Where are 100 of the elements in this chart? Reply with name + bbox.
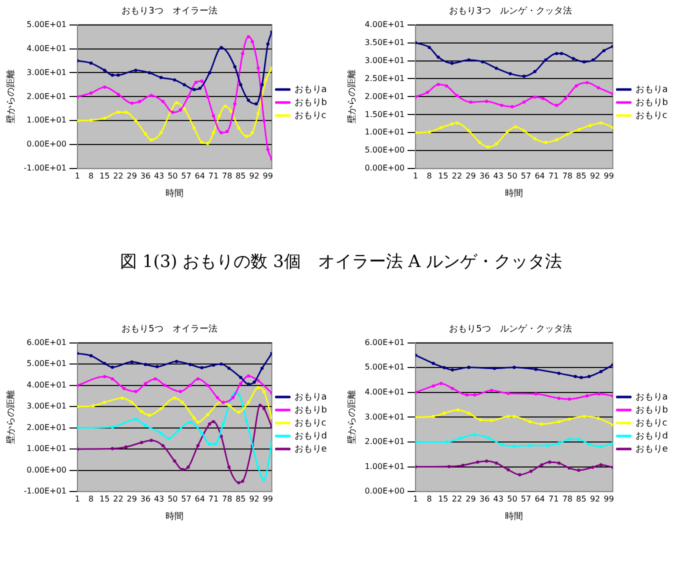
point [214,442,218,446]
point [479,418,482,422]
point [186,466,190,469]
x-tick-label: 29 [126,494,137,504]
point [564,96,568,100]
point [173,396,176,400]
point [206,413,210,416]
legend-label: おもりa [635,392,668,402]
x-tick-label: 99 [262,171,273,180]
point [447,464,451,468]
x-tick-label: 57 [520,171,532,180]
point [486,436,490,440]
point [572,56,575,60]
point [465,393,468,396]
y-tick-label: 4.00E+01 [26,380,66,390]
point [568,466,571,470]
point [250,40,254,44]
point [120,396,124,400]
y-tick-label: 4.00E+01 [364,387,405,396]
point [597,392,601,396]
point [188,420,192,424]
point [180,400,184,404]
x-tick-label: 36 [140,494,151,504]
point [103,362,106,366]
point [528,444,532,448]
point [103,86,106,89]
x-tick-label: 29 [126,171,137,180]
point [494,142,498,146]
point [134,68,138,72]
point [227,466,231,469]
point [560,52,564,56]
x-axis-title: 時間 [505,510,524,522]
point [440,382,443,386]
point [262,406,266,410]
point [246,374,250,378]
y-tick-label: 2.00E+01 [364,92,405,101]
point [554,52,558,56]
x-tick-label: 57 [181,171,192,180]
point [428,46,431,50]
point [161,444,165,448]
x-tick-label: 57 [520,494,532,504]
point [116,92,120,96]
y-tick-label: 6.00E+01 [364,338,405,347]
y-tick-label: 5.00E+01 [364,362,405,372]
x-tick-label: 85 [576,171,586,180]
point [602,49,606,52]
point [544,58,548,62]
point [130,400,134,404]
point [586,394,589,398]
point [455,94,459,98]
point [578,128,581,132]
point [548,460,552,464]
point [599,370,603,374]
point [186,95,190,98]
point [239,83,242,86]
point [173,78,176,82]
y-tick-label: 3.00E+01 [26,402,66,411]
x-tick-label: 50 [168,494,178,504]
x-tick-label: 29 [466,494,476,504]
point [188,384,192,387]
point [224,104,227,108]
legend-label: おもりb [294,405,328,416]
y-tick-label: 0.00E+00 [26,465,66,474]
point [148,71,151,74]
point [490,418,494,422]
point [246,98,250,102]
point [180,468,184,472]
point [231,396,235,400]
y-tick-label: 4.00E+01 [364,20,405,29]
point [212,114,216,118]
point [110,447,114,450]
y-tick-label: 3.00E+01 [364,56,405,65]
point [220,362,223,366]
point [574,84,578,88]
point [206,95,210,98]
point [150,438,153,442]
point [250,131,254,134]
point [233,65,236,68]
point [252,380,256,384]
point [546,444,549,448]
y-tick-label: 4.00E+01 [26,44,66,53]
point [244,419,248,422]
point [237,410,240,414]
point [481,60,484,64]
point [144,382,148,386]
point [110,74,114,77]
point [174,360,178,364]
point [506,414,510,418]
point [473,393,476,396]
point [534,392,538,396]
y-tick-label: 5.00E+00 [364,146,405,155]
point [500,104,504,107]
point [266,148,270,152]
point [586,81,589,84]
point [241,480,244,483]
point [254,102,258,106]
point [544,140,548,144]
point [591,58,595,62]
point [110,425,114,429]
legend-label: おもりc [635,110,668,121]
